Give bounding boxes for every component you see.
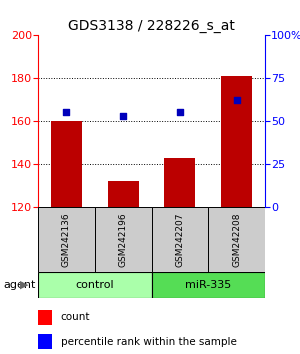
Text: GSM242196: GSM242196 bbox=[118, 212, 127, 267]
Text: percentile rank within the sample: percentile rank within the sample bbox=[61, 337, 237, 347]
Bar bbox=[152, 272, 265, 298]
Bar bbox=[221, 76, 252, 207]
Bar bbox=[152, 207, 208, 272]
Title: GDS3138 / 228226_s_at: GDS3138 / 228226_s_at bbox=[68, 19, 235, 33]
Text: miR-335: miR-335 bbox=[185, 280, 231, 290]
Bar bbox=[208, 207, 265, 272]
Bar bbox=[38, 335, 52, 349]
Text: count: count bbox=[61, 312, 90, 322]
Bar bbox=[38, 310, 52, 325]
Bar bbox=[51, 121, 82, 207]
Text: control: control bbox=[75, 280, 114, 290]
Point bbox=[234, 98, 239, 103]
Bar bbox=[107, 181, 139, 207]
Text: GSM242136: GSM242136 bbox=[62, 212, 71, 267]
Bar bbox=[164, 158, 196, 207]
Text: ▶: ▶ bbox=[20, 280, 28, 290]
Bar bbox=[38, 207, 95, 272]
Text: GSM242208: GSM242208 bbox=[232, 212, 241, 267]
Point bbox=[64, 110, 69, 115]
Point bbox=[121, 113, 125, 119]
Bar bbox=[95, 207, 152, 272]
Text: agent: agent bbox=[3, 280, 35, 290]
Bar bbox=[38, 272, 152, 298]
Text: GSM242207: GSM242207 bbox=[176, 212, 184, 267]
Point bbox=[178, 110, 182, 115]
